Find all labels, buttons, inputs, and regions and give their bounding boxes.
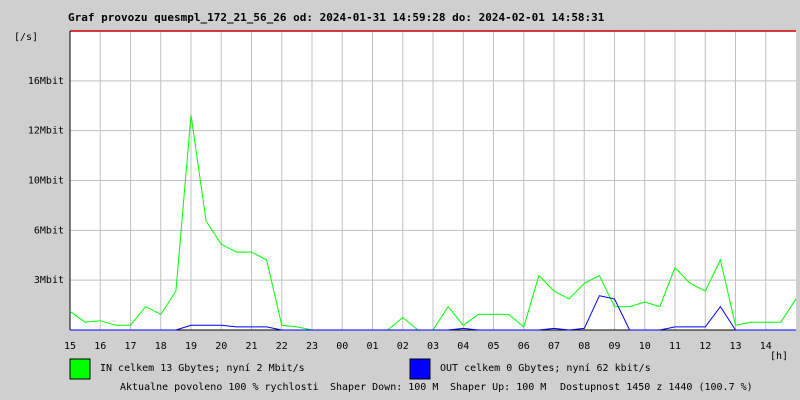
x-tick-label: 12 <box>699 341 711 352</box>
legend-swatch <box>409 358 431 380</box>
x-tick-label: 17 <box>124 341 136 352</box>
x-tick-label: 18 <box>155 341 167 352</box>
x-tick-label: 20 <box>215 341 227 352</box>
y-tick-label: 16Mbit <box>28 76 64 87</box>
series-line <box>70 295 796 331</box>
x-tick-label: 00 <box>336 341 348 352</box>
y-tick-label: 3Mbit <box>34 275 64 286</box>
x-unit: [h] <box>770 351 788 362</box>
x-tick-label: 07 <box>548 341 560 352</box>
legend-label: OUT celkem 0 Gbytes; nyní 62 kbit/s <box>440 362 651 374</box>
chart-title: Graf provozu quesmpl_172_21_56_26 od: 20… <box>68 11 605 24</box>
legend-label: IN celkem 13 Gbytes; nyní 2 Mbit/s <box>100 362 305 374</box>
x-tick-label: 01 <box>366 341 378 352</box>
legend-swatch <box>69 358 91 380</box>
x-tick-label: 06 <box>518 341 530 352</box>
x-tick-label: 22 <box>276 341 288 352</box>
x-tick-label: 14 <box>760 341 772 352</box>
x-tick-label: 09 <box>608 341 620 352</box>
x-tick-label: 05 <box>487 341 499 352</box>
x-tick-label: 19 <box>185 341 197 352</box>
x-tick-label: 21 <box>245 341 257 352</box>
y-unit: [/s] <box>14 32 38 43</box>
x-tick-label: 16 <box>94 341 106 352</box>
footer-text: Dostupnost 1450 z 1440 (100.7 %) <box>560 382 753 393</box>
x-tick-label: 13 <box>729 341 741 352</box>
x-tick-label: 23 <box>306 341 318 352</box>
x-tick-label: 02 <box>397 341 409 352</box>
footer-text: Shaper Down: 100 M <box>330 382 438 393</box>
x-tick-label: 03 <box>427 341 439 352</box>
y-tick-label: 12Mbit <box>28 126 64 137</box>
x-tick-label: 15 <box>64 341 76 352</box>
footer-text: Shaper Up: 100 M <box>450 382 546 393</box>
x-tick-label: 11 <box>669 341 681 352</box>
y-tick-label: 10Mbit <box>28 176 64 187</box>
footer-text: Aktualne povoleno 100 % rychlosti <box>120 382 319 393</box>
x-tick-label: 08 <box>578 341 590 352</box>
x-tick-label: 04 <box>457 341 469 352</box>
x-tick-label: 10 <box>639 341 651 352</box>
y-tick-label: 6Mbit <box>34 225 64 236</box>
